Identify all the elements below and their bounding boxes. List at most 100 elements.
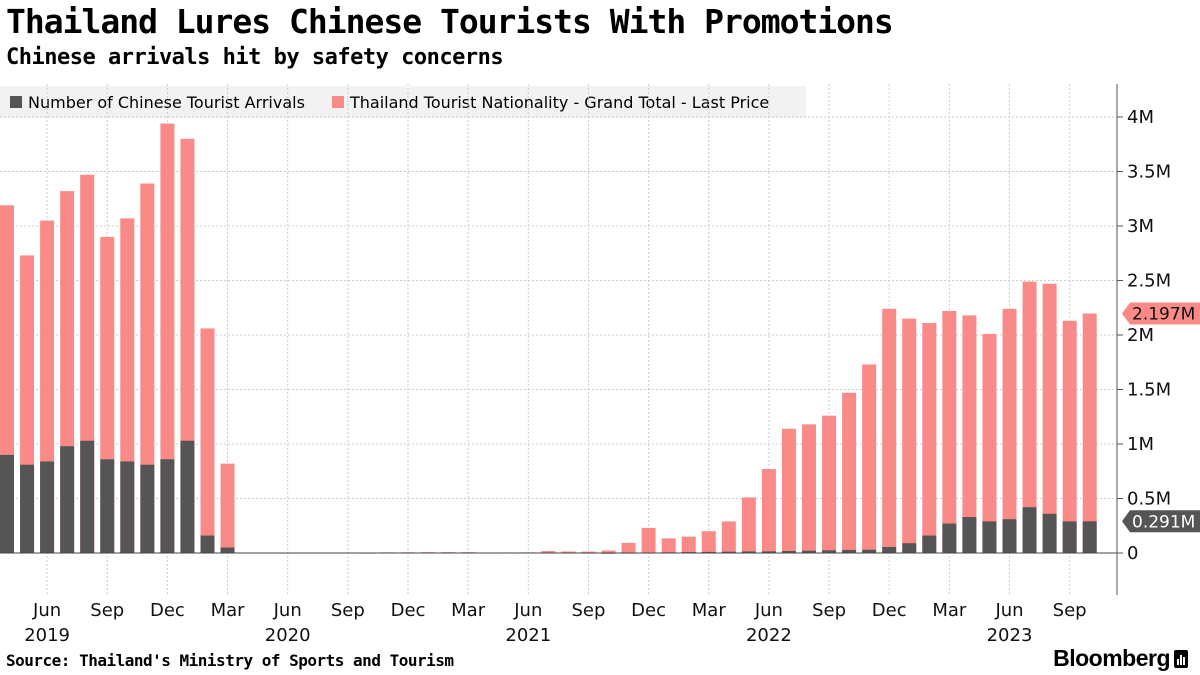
source-note: Source: Thailand's Ministry of Sports an… — [6, 651, 454, 670]
bar-total-2022-02 — [681, 536, 696, 553]
bar-total-2020-03 — [220, 463, 235, 553]
bar-total-2023-04 — [962, 315, 977, 553]
legend-swatch-chinese — [10, 96, 22, 108]
bar-chinese-2019-08 — [80, 440, 95, 553]
x-tick-label-13: Sep — [812, 600, 846, 621]
chart-title: Thailand Lures Chinese Tourists With Pro… — [6, 2, 894, 41]
bar-chinese-2020-03 — [220, 547, 235, 553]
chart-legend: Number of Chinese Tourist Arrivals Thail… — [0, 86, 806, 118]
x-tick-label-15: Mar — [932, 600, 967, 621]
bar-total-2023-01 — [902, 318, 917, 553]
bar-total-2022-05 — [741, 497, 756, 553]
bar-total-2023-09 — [1062, 320, 1077, 553]
bar-total-2023-10 — [1082, 313, 1097, 553]
legend-label-chinese: Number of Chinese Tourist Arrivals — [28, 92, 305, 112]
bar-chinese-2019-07 — [60, 446, 75, 553]
x-tick-label-17: Sep — [1053, 600, 1087, 621]
bar-chinese-2022-09 — [822, 550, 837, 553]
y-tick-label-5: 2.5M — [1127, 271, 1171, 292]
x-tick-label-12: Jun — [754, 600, 783, 621]
bar-chinese-2023-03 — [942, 523, 957, 553]
bar-chinese-2022-11 — [862, 549, 877, 553]
bar-chinese-2019-12 — [160, 459, 175, 553]
bar-total-2022-11 — [862, 364, 877, 553]
x-tick-label-8: Jun — [513, 600, 542, 621]
bar-chinese-2022-04 — [721, 551, 736, 553]
bar-total-2019-11 — [140, 183, 155, 554]
x-tick-label-10: Dec — [631, 600, 666, 621]
bar-chinese-2023-01 — [902, 543, 917, 553]
bar-chinese-2019-06 — [40, 461, 55, 553]
bar-chinese-2019-04 — [0, 454, 14, 553]
bar-chinese-2023-05 — [982, 521, 997, 553]
bar-total-2021-08 — [561, 551, 576, 553]
legend-item-chinese: Number of Chinese Tourist Arrivals — [10, 86, 305, 118]
bar-total-2023-07 — [1022, 281, 1037, 553]
legend-item-total: Thailand Tourist Nationality - Grand Tot… — [332, 86, 769, 118]
bar-total-2019-12 — [160, 123, 175, 553]
x-year-label-4: 2023 — [987, 625, 1033, 646]
bar-total-2021-11 — [621, 542, 636, 553]
x-year-label-1: 2020 — [265, 625, 311, 646]
x-tick-label-5: Sep — [331, 600, 365, 621]
bar-total-2021-07 — [541, 551, 556, 553]
bar-chinese-2022-08 — [802, 550, 816, 553]
bar-total-2022-08 — [802, 424, 816, 553]
y-tick-label-2: 1M — [1127, 434, 1154, 455]
x-tick-label-4: Jun — [273, 600, 302, 621]
bar-total-2022-03 — [701, 531, 716, 553]
bar-chinese-2020-02 — [200, 535, 215, 553]
bar-total-2022-07 — [781, 428, 796, 553]
chart-subtitle: Chinese arrivals hit by safety concerns — [6, 45, 504, 70]
bar-chinese-2019-11 — [140, 464, 155, 553]
bar-chinese-2022-06 — [761, 551, 776, 553]
y-tick-label-1: 0.5M — [1127, 489, 1171, 510]
bloomberg-terminal-icon — [1174, 650, 1188, 668]
x-tick-label-11: Mar — [692, 600, 727, 621]
bar-total-2022-01 — [661, 538, 676, 553]
x-tick-label-3: Mar — [211, 600, 246, 621]
y-tick-label-3: 1.5M — [1127, 380, 1171, 401]
y-tick-label-7: 3.5M — [1127, 162, 1171, 183]
bar-chinese-2023-02 — [922, 535, 937, 553]
bar-chinese-2020-01 — [180, 440, 195, 553]
x-year-label-3: 2022 — [746, 625, 792, 646]
bar-total-2023-03 — [942, 311, 957, 553]
bloomberg-logo: Bloomberg — [1053, 645, 1170, 671]
x-tick-label-2: Dec — [150, 600, 185, 621]
bar-total-2022-09 — [822, 415, 837, 553]
x-tick-label-16: Jun — [994, 600, 1023, 621]
x-tick-label-14: Dec — [872, 600, 907, 621]
x-tick-label-9: Sep — [571, 600, 605, 621]
x-tick-label-0: Jun — [32, 600, 61, 621]
bar-chinese-2023-07 — [1022, 507, 1037, 553]
last-value-chinese-label: 0.291M — [1132, 512, 1195, 532]
bar-chinese-2022-05 — [741, 551, 756, 553]
bar-total-2023-06 — [1002, 308, 1017, 553]
x-tick-label-7: Mar — [451, 600, 486, 621]
bar-total-2021-09 — [581, 551, 596, 553]
bar-total-2023-08 — [1042, 283, 1057, 553]
bar-chinese-2022-03 — [701, 551, 716, 553]
bar-chinese-2023-09 — [1062, 521, 1077, 553]
bar-total-2020-02 — [200, 328, 215, 553]
bar-chinese-2019-10 — [120, 461, 135, 553]
bar-total-2022-06 — [761, 469, 776, 553]
bar-total-2022-10 — [842, 392, 857, 553]
bar-total-2023-02 — [922, 323, 937, 553]
bar-chinese-2019-05 — [20, 464, 35, 553]
x-year-label-0: 2019 — [24, 625, 70, 646]
bar-chinese-2023-04 — [962, 517, 977, 553]
y-tick-label-0: 0 — [1127, 543, 1138, 564]
bar-total-2021-12 — [641, 527, 656, 553]
x-tick-label-6: Dec — [391, 600, 426, 621]
bar-chinese-2023-10 — [1082, 521, 1097, 553]
last-value-chinese-tag — [1122, 510, 1200, 533]
bar-total-2021-10 — [601, 550, 616, 553]
bar-chinese-2022-12 — [882, 547, 897, 553]
y-tick-label-6: 3M — [1127, 216, 1154, 237]
x-year-label-2: 2021 — [505, 625, 551, 646]
bar-chinese-2022-10 — [842, 549, 857, 553]
bar-total-2022-04 — [721, 521, 736, 553]
